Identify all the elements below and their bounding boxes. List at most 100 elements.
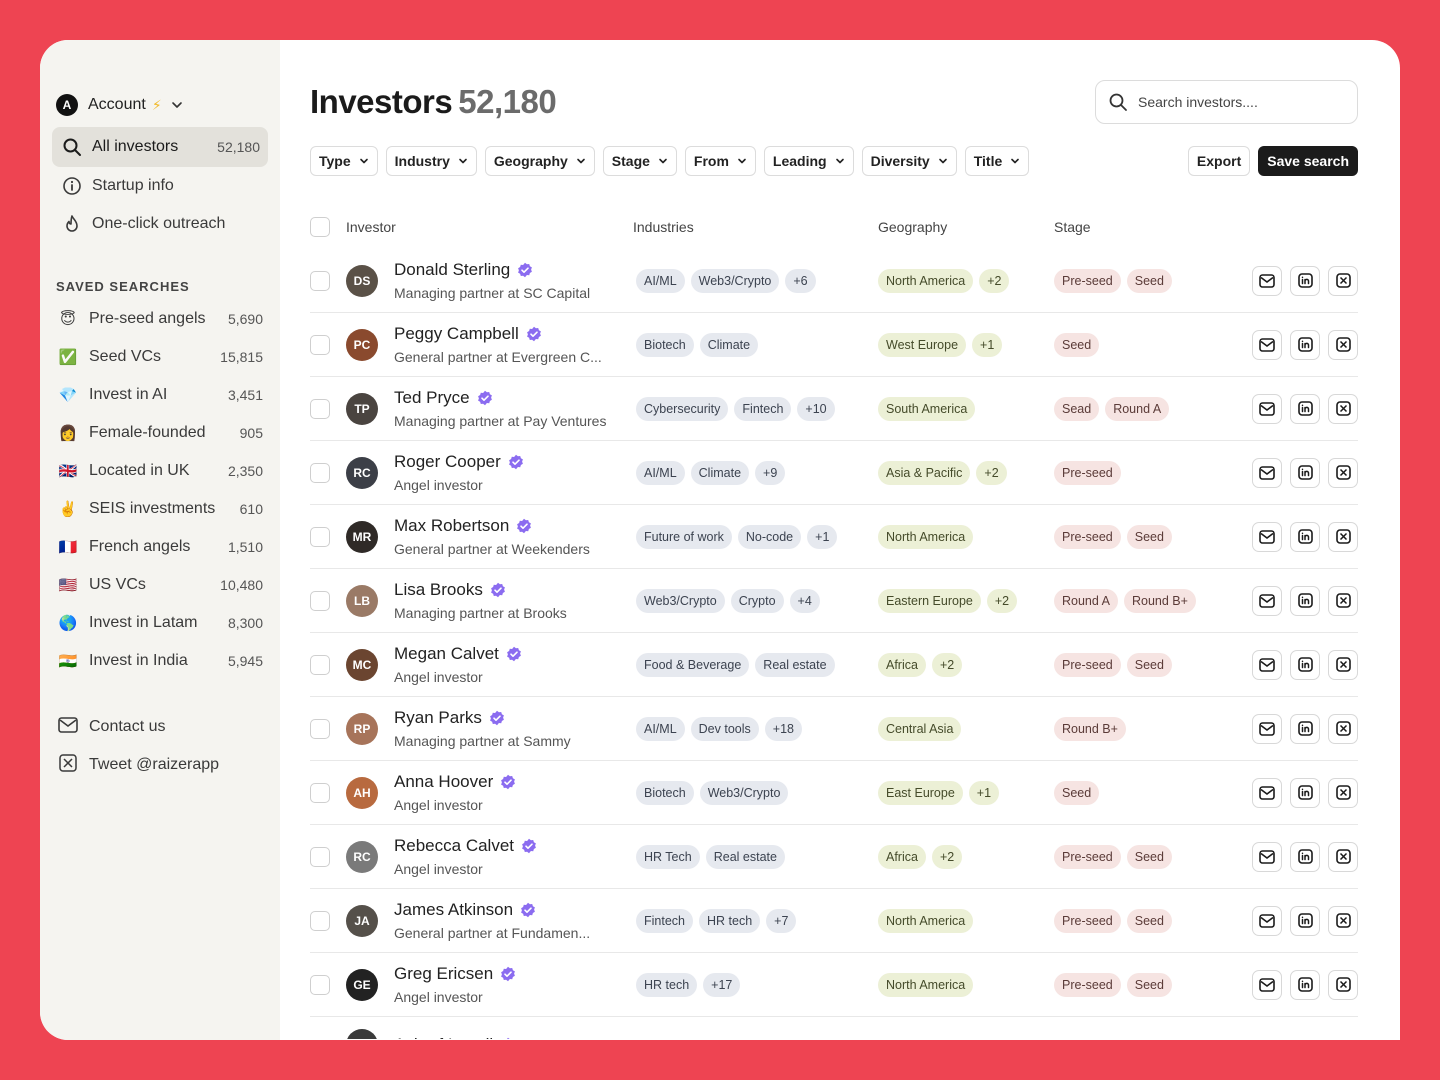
select-all-checkbox[interactable] [310, 217, 330, 237]
row-checkbox[interactable] [310, 910, 330, 931]
linkedin-button[interactable] [1290, 649, 1320, 680]
table-row[interactable]: LB Lisa Brooks Managing partner at Brooks W… [310, 569, 1358, 633]
saved-search-item[interactable]: 🌎 Invest in Latam 8,300 [52, 604, 268, 642]
investor-name[interactable]: Donald Sterling [394, 260, 511, 279]
linkedin-button[interactable] [1290, 265, 1320, 296]
email-button[interactable] [1252, 393, 1282, 424]
table-row[interactable]: RC Roger Cooper Angel investor AI/ML Climate… [310, 441, 1358, 505]
investor-name[interactable]: Peggy Campbell [394, 324, 519, 343]
email-button[interactable] [1252, 777, 1282, 808]
row-checkbox[interactable] [310, 590, 330, 611]
table-row[interactable]: MC Megan Calvet Angel investor Food & Bever… [310, 633, 1358, 697]
saved-search-item[interactable]: 🇮🇳 Invest in India 5,945 [52, 642, 268, 680]
tweet-link[interactable]: Tweet @raizerapp [52, 746, 268, 784]
email-button[interactable] [1252, 329, 1282, 360]
saved-search-item[interactable]: 👩 Female-founded 905 [52, 414, 268, 452]
linkedin-button[interactable] [1290, 841, 1320, 872]
saved-search-item[interactable]: 💎 Invest in AI 3,451 [52, 376, 268, 414]
email-button[interactable] [1252, 649, 1282, 680]
table-row[interactable]: PC Peggy Campbell General partner at Everg… [310, 313, 1358, 377]
table-row[interactable]: DS Donald Sterling Managing partner at SC … [310, 249, 1358, 313]
investor-name[interactable]: Megan Calvet [394, 644, 499, 663]
linkedin-button[interactable] [1290, 393, 1320, 424]
saved-search-item[interactable]: 😇 Pre-seed angels 5,690 [52, 300, 268, 338]
linkedin-button[interactable] [1290, 905, 1320, 936]
saved-search-item[interactable]: ✌️ SEIS investments 610 [52, 490, 268, 528]
linkedin-button[interactable] [1290, 457, 1320, 488]
investor-name[interactable]: Ryan Parks [394, 708, 482, 727]
saved-search-item[interactable]: 🇫🇷 French angels 1,510 [52, 528, 268, 566]
investor-name[interactable]: James Atkinson [394, 900, 514, 919]
x-button[interactable] [1328, 713, 1358, 744]
export-button[interactable]: Export [1187, 146, 1251, 176]
linkedin-button[interactable] [1290, 777, 1320, 808]
saved-search-item[interactable]: ✅ Seed VCs 15,815 [52, 338, 268, 376]
contact-us-link[interactable]: Contact us [52, 708, 268, 746]
row-checkbox[interactable] [310, 526, 330, 547]
filter-geography-dropdown[interactable]: Geography [484, 146, 595, 176]
saved-search-item[interactable]: 🇬🇧 Located in UK 2,350 [52, 452, 268, 490]
filter-diversity-dropdown[interactable]: Diversity [861, 146, 957, 176]
x-button[interactable] [1328, 585, 1358, 616]
x-button[interactable] [1328, 457, 1358, 488]
investor-name[interactable]: Anna Hoover [394, 772, 494, 791]
search-input[interactable] [1138, 94, 1338, 110]
investor-name[interactable]: Lisa Brooks [394, 580, 483, 599]
table-row[interactable]: TP Ted Pryce Managing partner at Pay Ventu… [310, 377, 1358, 441]
table-row[interactable]: AH Anna Hoover Angel investor Biotech Web3/C… [310, 761, 1358, 825]
filter-from-dropdown[interactable]: From [684, 146, 756, 176]
linkedin-button[interactable] [1290, 969, 1320, 1000]
table-row[interactable]: RP Ryan Parks Managing partner at Sammy AI/… [310, 697, 1358, 761]
table-row[interactable]: Ashraf Israeli [310, 1017, 1358, 1039]
row-checkbox[interactable] [310, 398, 330, 419]
investor-name[interactable]: Ted Pryce [394, 388, 470, 407]
row-checkbox[interactable] [310, 334, 330, 355]
filter-stage-dropdown[interactable]: Stage [602, 146, 677, 176]
linkedin-button[interactable] [1290, 585, 1320, 616]
table-row[interactable]: GE Greg Ericsen Angel investor HR tech +17 No… [310, 953, 1358, 1017]
x-button[interactable] [1328, 265, 1358, 296]
x-button[interactable] [1328, 905, 1358, 936]
x-button[interactable] [1328, 777, 1358, 808]
row-checkbox[interactable] [310, 718, 330, 739]
search-box[interactable] [1095, 80, 1358, 124]
investor-name[interactable]: Max Robertson [394, 516, 510, 535]
row-checkbox[interactable] [310, 846, 330, 867]
x-button[interactable] [1328, 841, 1358, 872]
table-row[interactable]: JA James Atkinson General partner at Funda… [310, 889, 1358, 953]
linkedin-button[interactable] [1290, 713, 1320, 744]
x-button[interactable] [1328, 393, 1358, 424]
investor-name[interactable]: Roger Cooper [394, 452, 501, 471]
email-button[interactable] [1252, 969, 1282, 1000]
row-checkbox[interactable] [310, 654, 330, 675]
email-button[interactable] [1252, 585, 1282, 616]
row-checkbox[interactable] [310, 270, 330, 291]
saved-search-item[interactable]: 🇺🇸 US VCs 10,480 [52, 566, 268, 604]
filter-leading-dropdown[interactable]: Leading [763, 146, 854, 176]
investor-name[interactable]: Rebecca Calvet [394, 836, 515, 855]
x-button[interactable] [1328, 649, 1358, 680]
filter-title-dropdown[interactable]: Title [964, 146, 1030, 176]
row-checkbox[interactable] [310, 974, 330, 995]
email-button[interactable] [1252, 713, 1282, 744]
row-checkbox[interactable] [310, 782, 330, 803]
x-button[interactable] [1328, 329, 1358, 360]
account-menu[interactable]: A Account ⚡ [52, 92, 268, 118]
x-button[interactable] [1328, 521, 1358, 552]
email-button[interactable] [1252, 521, 1282, 552]
email-button[interactable] [1252, 457, 1282, 488]
row-checkbox[interactable] [310, 462, 330, 483]
email-button[interactable] [1252, 841, 1282, 872]
linkedin-button[interactable] [1290, 329, 1320, 360]
table-row[interactable]: MR Max Robertson General partner at Weeken… [310, 505, 1358, 569]
filter-type-dropdown[interactable]: Type [310, 146, 378, 176]
sidebar-item-all-investors[interactable]: All investors 52,180 [52, 127, 268, 167]
filter-industry-dropdown[interactable]: Industry [385, 146, 477, 176]
email-button[interactable] [1252, 265, 1282, 296]
investor-name[interactable]: Ashraf Israeli [394, 1035, 493, 1039]
save-search-button[interactable]: Save search [1258, 146, 1358, 176]
sidebar-item-startup-info[interactable]: Startup info [52, 167, 268, 205]
table-row[interactable]: RC Rebecca Calvet Angel investor HR Tech Rea… [310, 825, 1358, 889]
x-button[interactable] [1328, 969, 1358, 1000]
investor-name[interactable]: Greg Ericsen [394, 964, 494, 983]
